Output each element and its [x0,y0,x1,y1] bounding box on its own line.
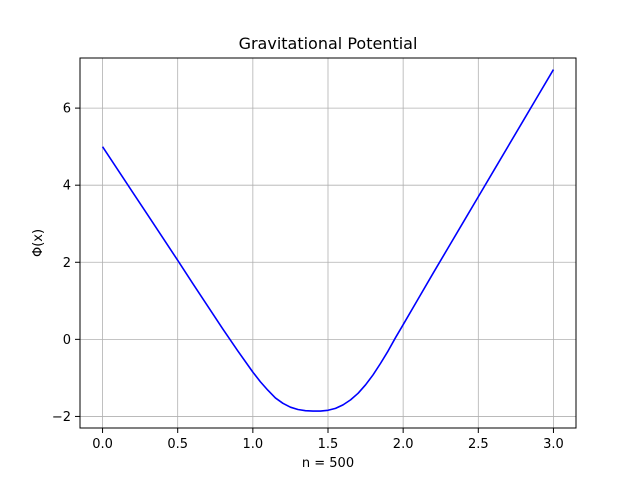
x-tick-label: 0.0 [92,437,113,452]
chart-title: Gravitational Potential [239,34,418,53]
series-line [101,69,555,412]
x-tick-label: 1.5 [318,437,339,452]
ticks: 0.0 0.5 1.0 1.5 2.0 2.5 3.0 −2 0 2 4 6 [52,102,564,452]
x-axis-label: n = 500 [302,456,354,471]
series-layer [101,69,555,412]
y-tick-label: 4 [63,179,71,194]
grid [80,58,576,428]
x-tick-label: 1.0 [243,437,264,452]
x-tick-label: 3.0 [543,437,564,452]
y-tick-label: 0 [63,333,71,348]
x-tick-label: 0.5 [167,437,188,452]
y-axis-label: Φ(x) [31,229,46,257]
y-tick-label: −2 [52,410,71,425]
y-tick-label: 2 [63,256,71,271]
x-tick-label: 2.0 [393,437,414,452]
x-tick-label: 2.5 [468,437,489,452]
y-tick-label: 6 [63,102,71,117]
